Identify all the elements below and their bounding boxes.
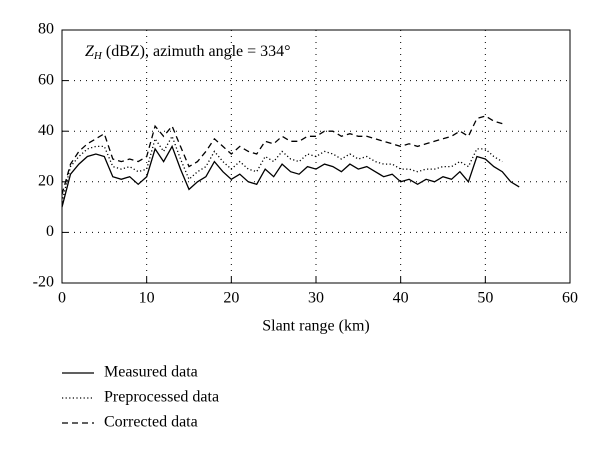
x-tick-label: 0 bbox=[58, 290, 66, 307]
x-tick-label: 50 bbox=[477, 290, 493, 307]
data-line bbox=[61, 144, 520, 208]
y-tick-label: 20 bbox=[38, 172, 54, 189]
y-tick-label: 0 bbox=[46, 223, 54, 240]
x-axis-label: Slant range (km) bbox=[262, 318, 370, 335]
data-line bbox=[61, 134, 503, 203]
y-tick-label: 60 bbox=[38, 71, 54, 88]
y-tick-label: 40 bbox=[38, 122, 54, 139]
y-tick-label: -20 bbox=[33, 274, 54, 291]
annotation-symbol: Z bbox=[85, 43, 95, 60]
legend-label: Corrected data bbox=[104, 414, 198, 431]
x-tick-label: 30 bbox=[308, 290, 324, 307]
y-tick-label: 80 bbox=[38, 21, 54, 38]
annotation-subscript: H bbox=[93, 50, 103, 62]
x-tick-label: 20 bbox=[223, 290, 239, 307]
annotation: ZH (dBZ), azimuth angle = 334° bbox=[85, 43, 291, 62]
x-tick-label: 10 bbox=[139, 290, 155, 307]
annotation-text: (dBZ), azimuth angle = 334° bbox=[102, 43, 291, 60]
legend-label: Measured data bbox=[104, 364, 198, 381]
data-line bbox=[61, 115, 503, 195]
legend-label: Preprocessed data bbox=[104, 389, 219, 406]
x-tick-label: 40 bbox=[393, 290, 409, 307]
x-tick-label: 60 bbox=[562, 290, 578, 307]
